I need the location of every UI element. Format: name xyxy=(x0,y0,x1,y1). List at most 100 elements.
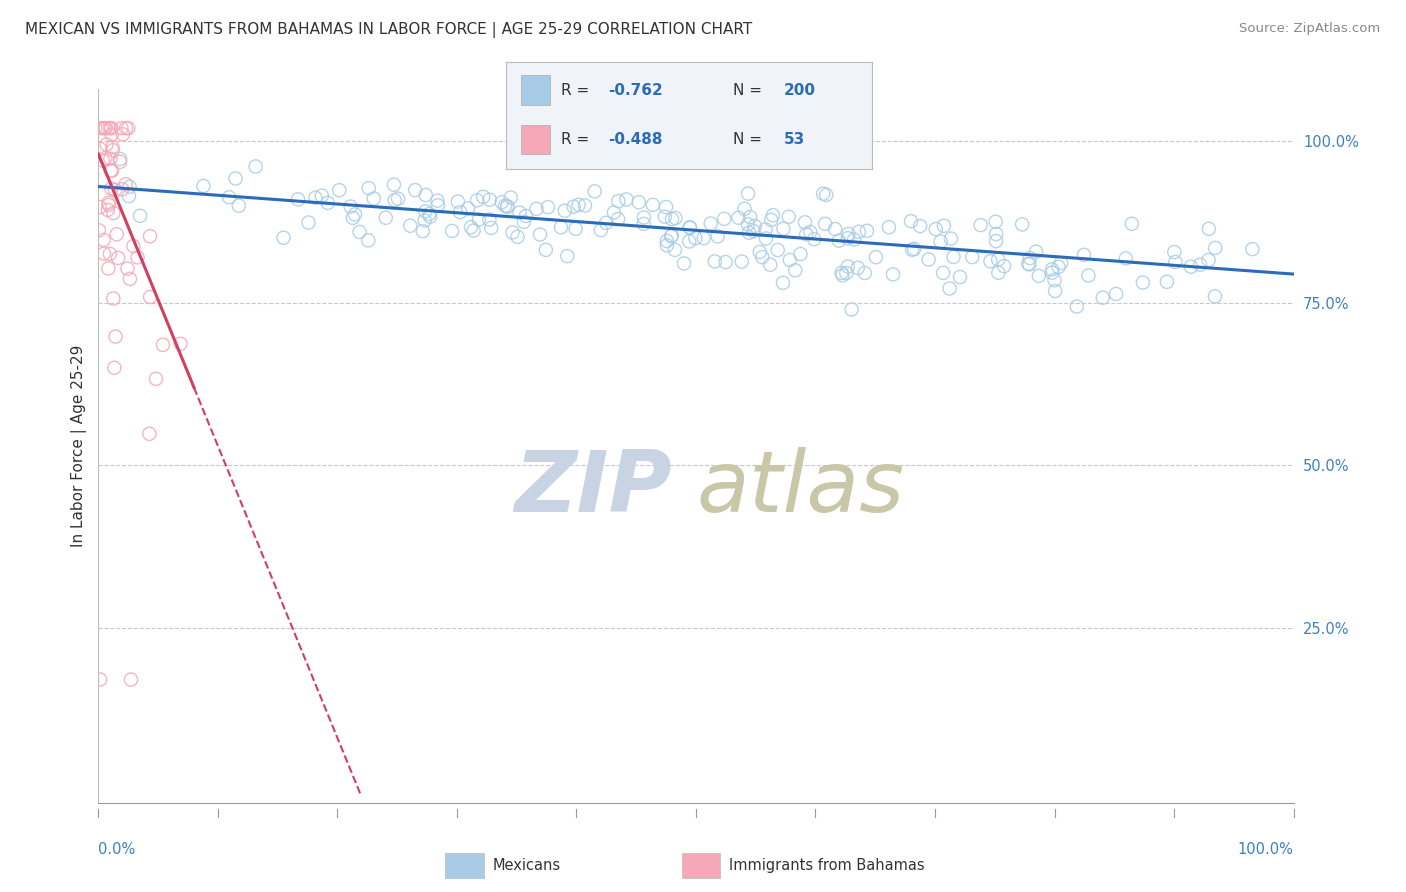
Point xyxy=(837,231,859,245)
Point xyxy=(706,229,728,244)
Point xyxy=(1017,257,1039,271)
Point xyxy=(917,252,939,267)
Point xyxy=(138,426,160,441)
Point xyxy=(740,210,762,224)
Point xyxy=(228,199,250,213)
Point xyxy=(748,244,770,259)
Point xyxy=(1105,287,1128,301)
Point xyxy=(107,251,129,265)
FancyBboxPatch shape xyxy=(682,853,720,878)
Point xyxy=(343,207,366,221)
Point xyxy=(568,198,591,212)
Text: 0.0%: 0.0% xyxy=(98,842,135,857)
Point xyxy=(506,229,529,244)
Point xyxy=(779,252,801,267)
Point xyxy=(661,212,683,227)
Point xyxy=(986,227,1008,241)
Point xyxy=(426,194,449,208)
Point xyxy=(627,195,650,210)
Point xyxy=(145,372,167,386)
Point xyxy=(987,266,1010,280)
Point xyxy=(603,205,626,219)
Point xyxy=(120,673,142,687)
Point xyxy=(169,336,191,351)
Point xyxy=(342,211,364,225)
Point xyxy=(1198,253,1220,268)
Point xyxy=(465,194,488,208)
Point xyxy=(1241,242,1264,256)
Point xyxy=(925,222,948,236)
Point xyxy=(94,121,117,136)
Point xyxy=(678,235,700,249)
Point xyxy=(713,211,735,226)
Point xyxy=(118,179,141,194)
Point xyxy=(1204,289,1226,303)
Point xyxy=(607,212,630,227)
Point xyxy=(1047,260,1070,274)
Point xyxy=(929,235,952,249)
Text: R =: R = xyxy=(561,132,595,147)
Point xyxy=(97,195,120,210)
Point xyxy=(399,219,422,233)
Point xyxy=(762,208,785,222)
FancyBboxPatch shape xyxy=(520,125,550,154)
Point xyxy=(877,220,900,235)
Point xyxy=(979,254,1001,268)
Point xyxy=(659,229,682,244)
Point xyxy=(94,121,117,136)
Point xyxy=(496,199,519,213)
Point xyxy=(932,266,955,280)
Point xyxy=(1028,268,1050,283)
FancyBboxPatch shape xyxy=(446,853,484,878)
Point xyxy=(984,215,1007,229)
Point xyxy=(772,221,794,235)
Point xyxy=(835,266,858,280)
Point xyxy=(387,192,409,206)
Point xyxy=(589,223,612,237)
Point xyxy=(616,193,638,207)
Point xyxy=(778,210,800,224)
Point xyxy=(96,137,118,152)
Point xyxy=(655,238,678,252)
Point xyxy=(97,202,120,217)
Point xyxy=(529,227,551,242)
Point xyxy=(1156,275,1178,289)
Point xyxy=(993,259,1015,273)
Point xyxy=(122,239,145,253)
Point xyxy=(139,290,162,304)
Point xyxy=(1189,258,1212,272)
Point xyxy=(93,121,115,136)
Point xyxy=(152,338,174,352)
Point xyxy=(225,171,247,186)
Point xyxy=(108,152,131,166)
Point xyxy=(502,226,524,240)
Point xyxy=(114,177,136,191)
Point xyxy=(98,247,121,261)
Point xyxy=(987,252,1010,267)
Point xyxy=(901,243,924,257)
Point xyxy=(415,188,437,202)
Point xyxy=(89,673,111,687)
Point xyxy=(1050,256,1073,270)
Point xyxy=(699,217,721,231)
Point xyxy=(766,243,789,257)
Point xyxy=(328,183,350,197)
Text: Mexicans: Mexicans xyxy=(492,858,561,872)
Point xyxy=(1204,241,1226,255)
Point xyxy=(111,182,134,196)
Point xyxy=(449,205,471,219)
Text: Source: ZipAtlas.com: Source: ZipAtlas.com xyxy=(1240,22,1381,36)
Point xyxy=(759,213,782,227)
Point xyxy=(1025,244,1047,259)
Point xyxy=(733,202,755,216)
Point xyxy=(815,187,838,202)
Point xyxy=(737,218,759,232)
Point xyxy=(117,121,139,136)
Point xyxy=(472,190,495,204)
Point xyxy=(304,191,326,205)
Point xyxy=(273,230,295,244)
Point xyxy=(703,254,725,268)
Point xyxy=(129,209,152,223)
Point xyxy=(404,183,426,197)
Point xyxy=(1018,257,1040,271)
